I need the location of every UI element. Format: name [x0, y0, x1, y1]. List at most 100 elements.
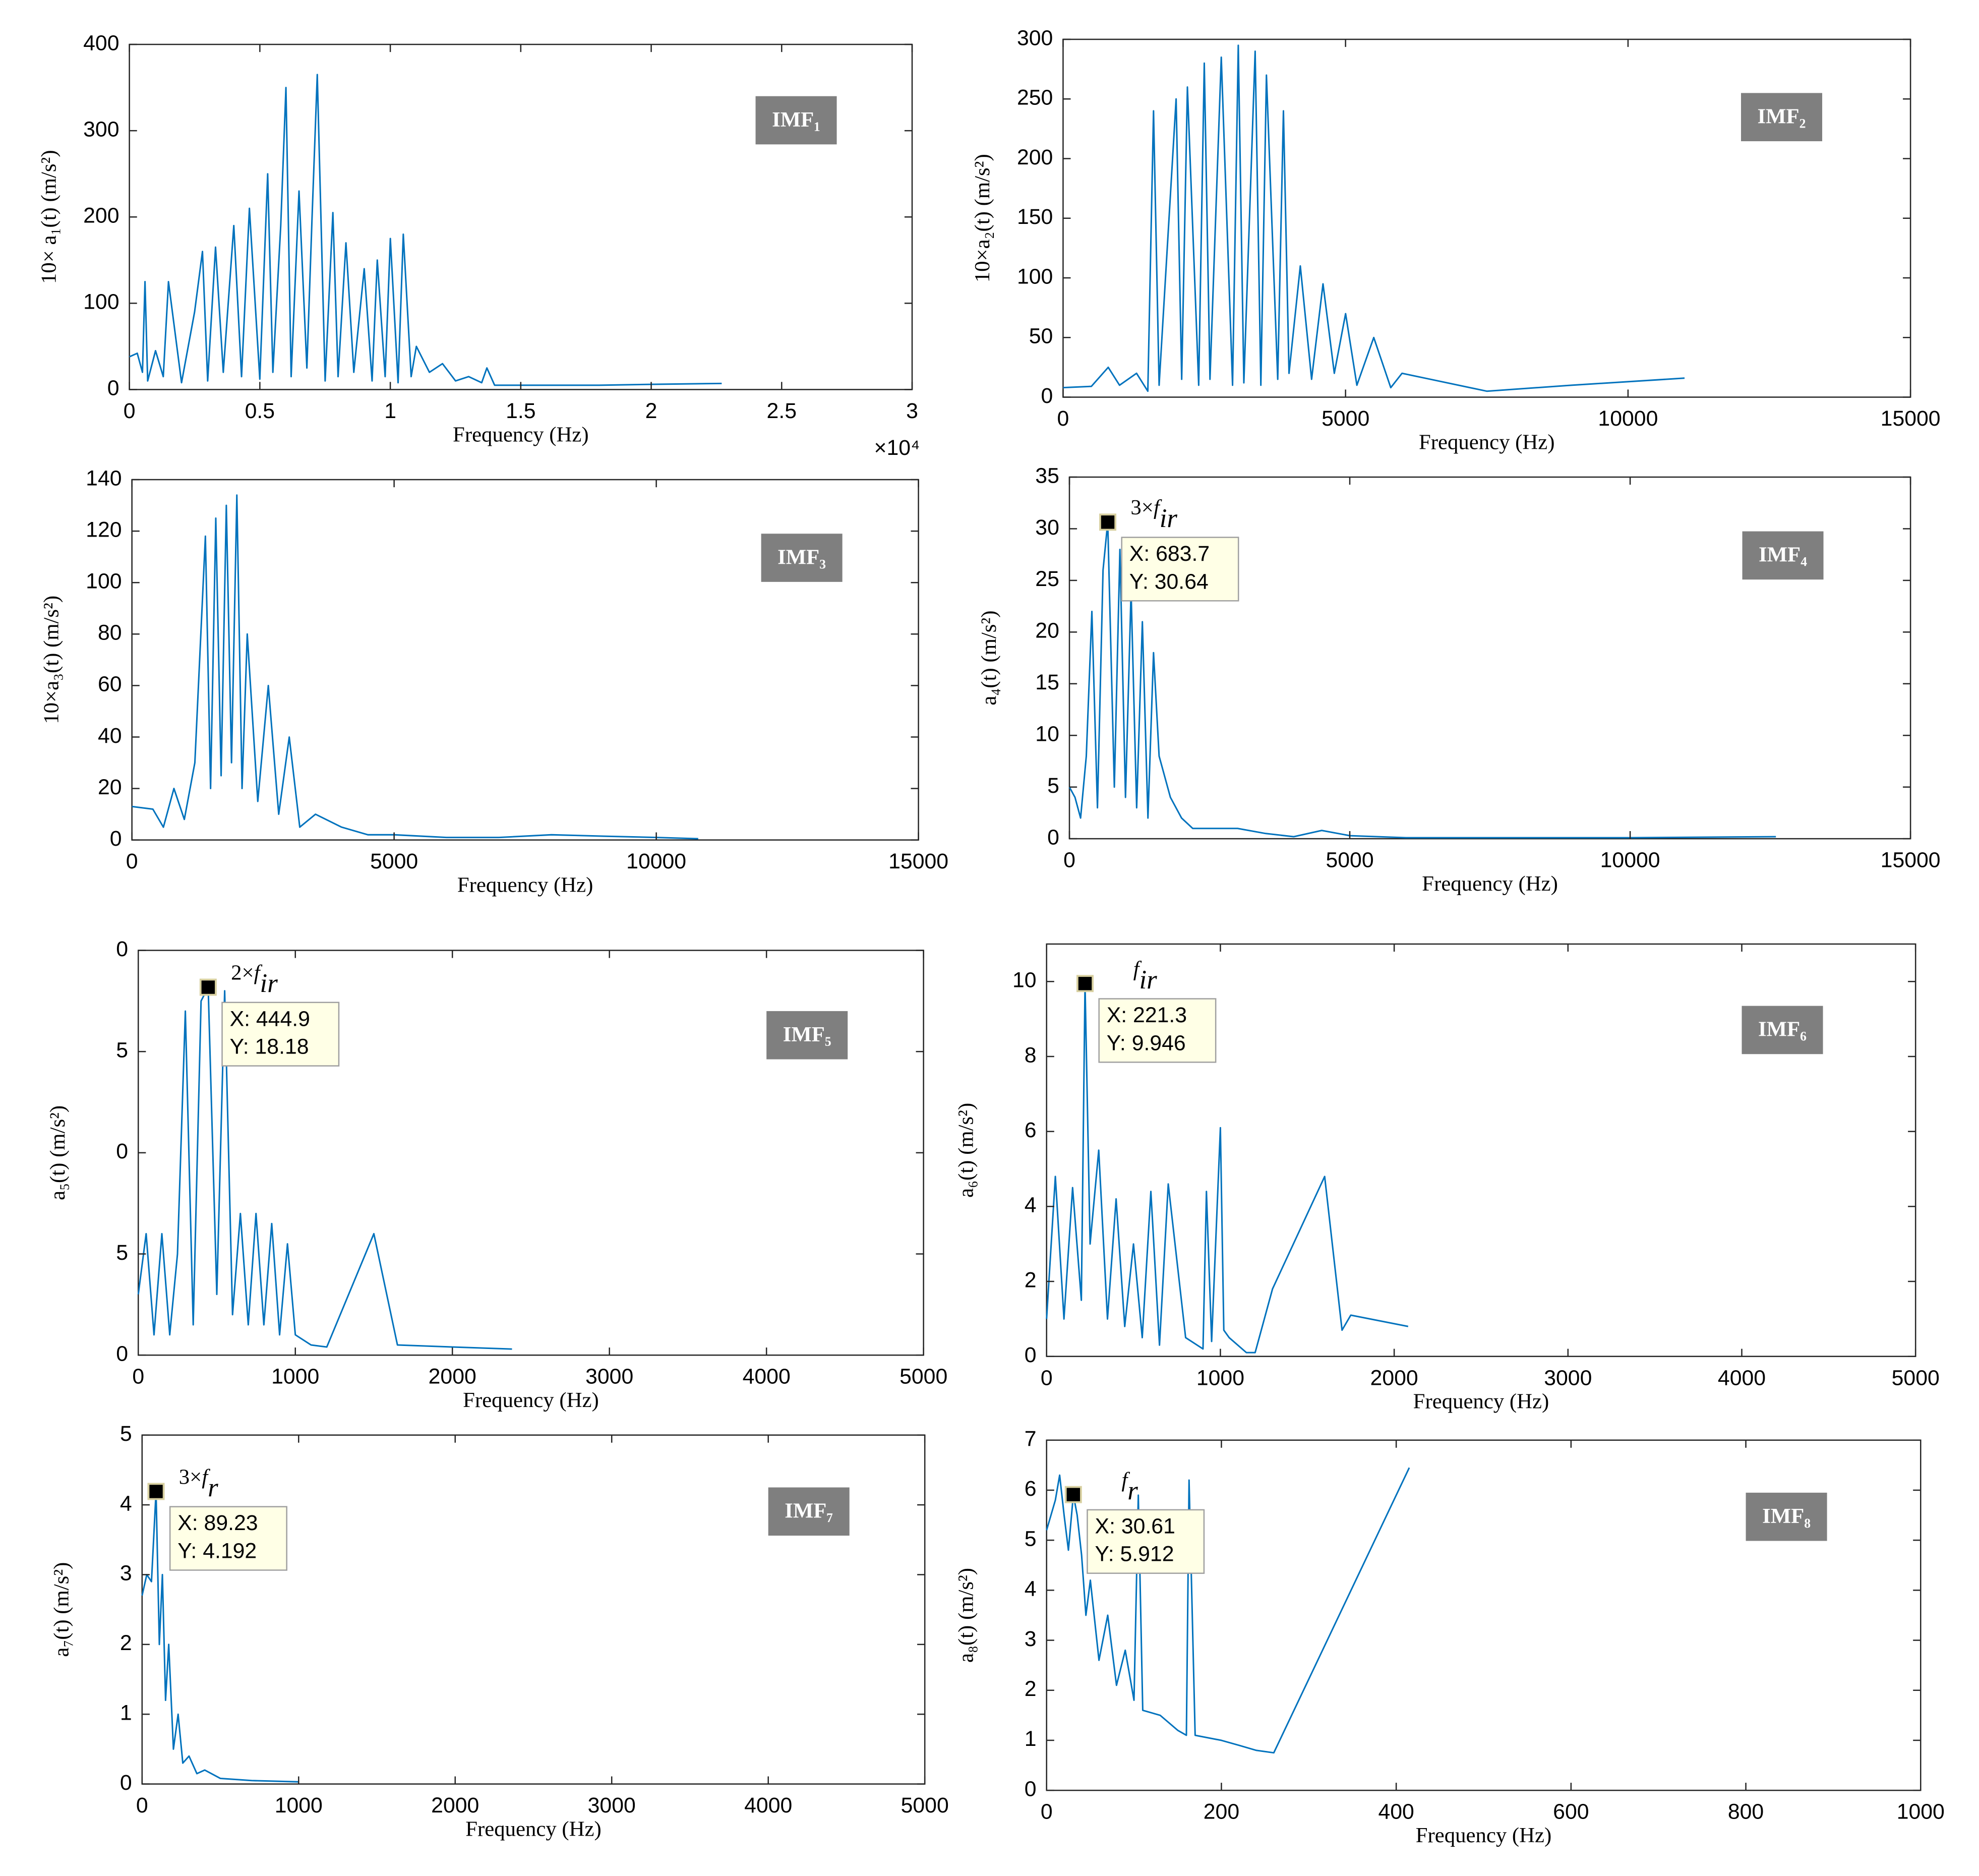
x-tick-label: 0 — [1057, 406, 1069, 431]
imf-badge — [1742, 531, 1824, 580]
x-tick-label: 5000 — [1892, 1366, 1940, 1390]
y-tick-label: 0 — [1041, 384, 1053, 408]
datatip-marker — [1064, 1486, 1082, 1503]
y-tick-label: 5 — [116, 1038, 128, 1062]
y-tick-label: 250 — [1017, 86, 1053, 110]
y-tick-label: 0 — [116, 1139, 128, 1163]
y-tick-label: 200 — [1017, 145, 1053, 169]
y-tick-label: 50 — [1029, 324, 1053, 348]
x-tick-label: 0 — [124, 399, 136, 423]
spectrum-line — [129, 74, 722, 386]
spectrum-line — [137, 986, 512, 1350]
y-tick-label: 2 — [1025, 1677, 1037, 1701]
annotation-subscript: ir — [1140, 965, 1158, 994]
y-axis-label: a₆(t) (m/s²) — [954, 1103, 978, 1198]
datatip-marker — [199, 978, 217, 996]
peak-annotation: 3×fr — [179, 1465, 218, 1502]
imf-badge-label: IMF₄ — [1759, 543, 1807, 567]
y-tick-label: 4 — [120, 1491, 132, 1515]
datatip-y: Y: 5.912 — [1095, 1542, 1174, 1566]
datatip-x: X: 221.3 — [1107, 1003, 1187, 1027]
datatip-y: Y: 18.18 — [230, 1035, 309, 1059]
imf-badge-label: IMF₁ — [772, 108, 820, 132]
y-tick-label: 100 — [1017, 264, 1053, 288]
x-tick-label: 5000 — [1326, 848, 1373, 872]
y-axis-label: a₈(t) (m/s²) — [954, 1568, 978, 1663]
y-tick-label: 5 — [1025, 1527, 1037, 1551]
imf-badge — [1746, 1492, 1827, 1541]
datatip-box — [1087, 1509, 1205, 1574]
y-tick-label: 0 — [107, 376, 119, 400]
y-tick-label: 3 — [120, 1561, 132, 1586]
y-tick-label: 3 — [1025, 1627, 1037, 1651]
x-tick-label: 200 — [1204, 1800, 1239, 1824]
x-tick-label: 1000 — [1897, 1800, 1945, 1824]
spectrum-line — [1046, 1467, 1410, 1754]
y-tick-label: 0 — [1025, 1777, 1037, 1801]
y-axis-label: a₄(t) (m/s²) — [977, 611, 1001, 706]
x-axis-label: Frequency (Hz) — [1413, 1390, 1549, 1414]
x-tick-label: 800 — [1728, 1800, 1764, 1824]
y-tick-label: 120 — [86, 517, 122, 542]
y-tick-label: 6 — [1025, 1118, 1037, 1142]
y-tick-label: 25 — [1035, 567, 1059, 591]
x-tick-label: 1000 — [271, 1365, 319, 1389]
datatip-x: X: 444.9 — [230, 1007, 310, 1031]
y-tick-label: 35 — [1035, 463, 1059, 488]
y-tick-label: 30 — [1035, 515, 1059, 540]
x-axis-label: Frequency (Hz) — [457, 873, 593, 897]
x-tick-label: 0 — [1041, 1366, 1053, 1390]
datatip-marker — [1076, 975, 1094, 992]
x-tick-label: 5000 — [1322, 406, 1369, 431]
spectrum-line — [132, 494, 698, 840]
spectrum-line — [1046, 982, 1409, 1354]
x-tick-label: 10000 — [1600, 848, 1660, 872]
x-tick-label: 3000 — [585, 1365, 633, 1389]
y-axis-label: 10×a₃(t) (m/s²) — [39, 596, 63, 724]
datatip-y: Y: 4.192 — [177, 1539, 257, 1563]
x-tick-label: 5000 — [370, 849, 418, 873]
x-tick-label: 0.5 — [245, 399, 275, 423]
annotation-subscript: r — [1127, 1476, 1138, 1505]
imf-badge — [761, 534, 843, 582]
x-tick-label: 0 — [1063, 848, 1075, 872]
datatip-box — [1098, 998, 1217, 1063]
y-tick-label: 40 — [98, 724, 122, 748]
imf-badge — [755, 96, 837, 145]
x-tick-label: 15000 — [1881, 848, 1941, 872]
imf-badge — [768, 1487, 850, 1536]
y-tick-label: 10 — [1035, 722, 1059, 746]
y-tick-label: 20 — [1035, 619, 1059, 643]
imf-badge-label: IMF₇ — [785, 1499, 833, 1523]
y-tick-label: 100 — [86, 569, 122, 594]
x-tick-label: 10000 — [626, 849, 686, 873]
y-tick-label: 150 — [1017, 205, 1053, 229]
y-tick-label: 0 — [116, 937, 128, 961]
datatip-box — [169, 1506, 287, 1571]
datatip-marker — [1099, 513, 1117, 531]
y-axis-label: 10×a₂(t) (m/s²) — [971, 154, 994, 282]
x-tick-label: 15000 — [888, 849, 948, 873]
y-tick-label: 100 — [83, 290, 119, 314]
y-tick-label: 20 — [98, 775, 122, 799]
x-tick-label: 0 — [132, 1365, 144, 1389]
imf-badge-label: IMF₈ — [1762, 1504, 1811, 1528]
x-tick-label: 4000 — [744, 1793, 792, 1818]
y-tick-label: 300 — [1017, 26, 1053, 50]
y-tick-label: 80 — [98, 621, 122, 645]
spectrum-line — [1068, 521, 1776, 839]
x-tick-label: 4000 — [1718, 1366, 1766, 1390]
y-tick-label: 1 — [120, 1701, 132, 1725]
y-tick-label: 0 — [120, 1771, 132, 1795]
y-tick-label: 1 — [1025, 1727, 1037, 1751]
y-tick-label: 7 — [1025, 1427, 1037, 1451]
x-tick-label: 3000 — [1544, 1366, 1592, 1390]
y-tick-label: 0 — [1025, 1343, 1037, 1367]
x-tick-label: 2.5 — [767, 399, 797, 423]
y-tick-label: 0 — [1047, 825, 1059, 849]
x-axis-label: Frequency (Hz) — [1416, 1824, 1552, 1847]
y-tick-label: 10 — [1012, 968, 1037, 992]
y-tick-label: 5 — [1047, 774, 1059, 798]
datatip-x: X: 89.23 — [177, 1511, 258, 1535]
annotation-prefix: 3× — [1130, 496, 1154, 519]
